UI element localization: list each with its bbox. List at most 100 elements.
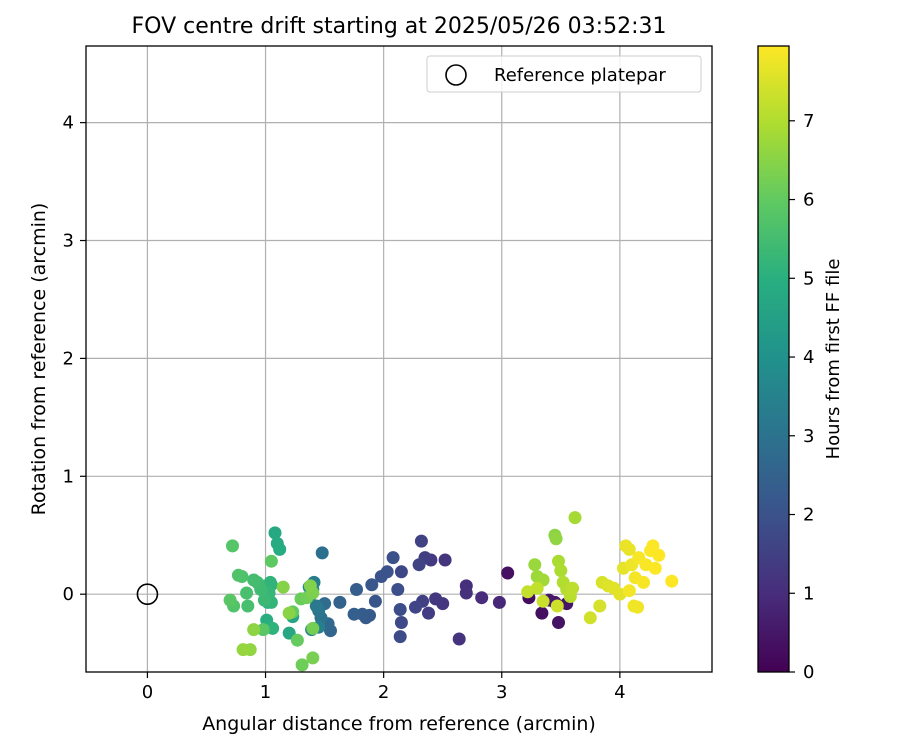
data-point — [315, 546, 329, 560]
y-tick-label: 3 — [63, 231, 74, 252]
data-point — [549, 532, 563, 546]
plot-area: 0 1 2 3 4 0 1 2 3 4 — [63, 45, 713, 703]
y-axis-ticks: 0 1 2 3 4 — [63, 113, 86, 605]
data-point — [409, 600, 422, 614]
data-point — [536, 594, 550, 608]
data-point — [475, 591, 489, 605]
data-point — [333, 595, 347, 609]
data-point — [535, 606, 549, 620]
data-point — [550, 599, 564, 613]
colorbar-gradient — [757, 45, 790, 673]
data-point — [257, 593, 271, 607]
x-axis-label: Angular distance from reference (arcmin) — [202, 713, 596, 735]
data-point — [264, 554, 278, 568]
data-point — [247, 623, 261, 637]
chart-title: FOV centre drift starting at 2025/05/26 … — [132, 14, 667, 39]
data-point — [263, 575, 277, 589]
data-point — [622, 542, 636, 556]
x-tick-label: 0 — [142, 682, 153, 703]
data-point — [501, 566, 515, 580]
data-point — [554, 564, 568, 578]
data-point — [412, 558, 426, 572]
data-point — [394, 616, 408, 629]
legend-marker — [445, 64, 467, 86]
colorbar-tick-label: 0 — [803, 662, 814, 683]
data-point — [240, 586, 254, 600]
data-point — [290, 633, 304, 647]
data-point — [521, 585, 535, 599]
data-point — [393, 603, 407, 616]
colorbar-tick-label: 4 — [803, 347, 814, 368]
data-point — [552, 616, 565, 629]
data-point — [276, 580, 290, 594]
colorbar-tick-label: 2 — [803, 505, 814, 526]
data-point — [231, 568, 245, 582]
data-point — [282, 606, 296, 620]
data-point — [223, 593, 237, 607]
data-point — [374, 570, 388, 583]
data-point — [295, 658, 309, 672]
data-point — [637, 575, 650, 589]
data-point — [646, 539, 660, 553]
data-point — [394, 565, 408, 579]
data-point — [622, 584, 636, 598]
y-tick-label: 1 — [63, 466, 74, 487]
data-points — [223, 511, 679, 672]
y-tick-label: 4 — [63, 113, 74, 134]
data-point — [414, 534, 428, 548]
legend: Reference platepar — [426, 55, 702, 93]
data-point — [459, 586, 473, 600]
data-point — [247, 573, 261, 587]
data-point — [568, 511, 582, 525]
colorbar-tick-label: 6 — [803, 190, 814, 211]
data-point — [365, 578, 379, 592]
data-point — [350, 583, 363, 596]
colorbar: 0 1 2 3 4 5 6 7 Hours from first FF file — [757, 45, 844, 683]
data-point — [368, 594, 382, 608]
y-axis-label: Rotation from reference (arcmin) — [28, 203, 50, 516]
data-point — [422, 606, 435, 620]
legend-label: Reference platepar — [494, 65, 666, 86]
data-point — [583, 611, 597, 625]
colorbar-tick-label: 5 — [803, 268, 814, 289]
data-point — [226, 539, 239, 553]
data-point — [306, 621, 320, 635]
data-point — [391, 583, 405, 596]
y-tick-label: 2 — [63, 348, 74, 369]
data-point — [306, 651, 320, 665]
data-point — [429, 592, 443, 606]
data-point — [347, 607, 361, 621]
data-point — [303, 579, 317, 593]
x-tick-label: 4 — [614, 682, 625, 703]
data-point — [268, 526, 282, 540]
data-point — [593, 599, 607, 613]
data-point — [648, 561, 662, 575]
colorbar-tick-label: 3 — [803, 426, 814, 447]
data-point — [566, 581, 580, 595]
data-point — [236, 643, 250, 657]
data-point — [492, 595, 506, 609]
data-point — [393, 630, 407, 644]
x-tick-label: 3 — [496, 682, 507, 703]
colorbar-tick-label: 7 — [803, 111, 814, 132]
data-point — [309, 599, 323, 613]
data-point — [256, 623, 270, 637]
data-point — [652, 548, 666, 562]
data-point — [528, 558, 542, 572]
reference-platepar-marker — [136, 583, 159, 605]
data-point — [273, 542, 287, 556]
colorbar-tick-label: 1 — [803, 583, 814, 604]
x-axis-ticks: 0 1 2 3 4 — [142, 672, 626, 703]
data-point — [241, 599, 255, 613]
colorbar-label: Hours from first FF file — [823, 259, 844, 460]
colorbar-ticks: 0 1 2 3 4 5 6 7 — [789, 111, 814, 683]
data-point — [665, 574, 679, 588]
y-tick-label: 0 — [63, 584, 74, 605]
legend-box — [426, 55, 702, 93]
data-point — [631, 600, 645, 614]
data-point — [452, 632, 466, 646]
x-tick-label: 2 — [378, 682, 389, 703]
data-point — [438, 553, 452, 567]
x-tick-label: 1 — [260, 682, 271, 703]
